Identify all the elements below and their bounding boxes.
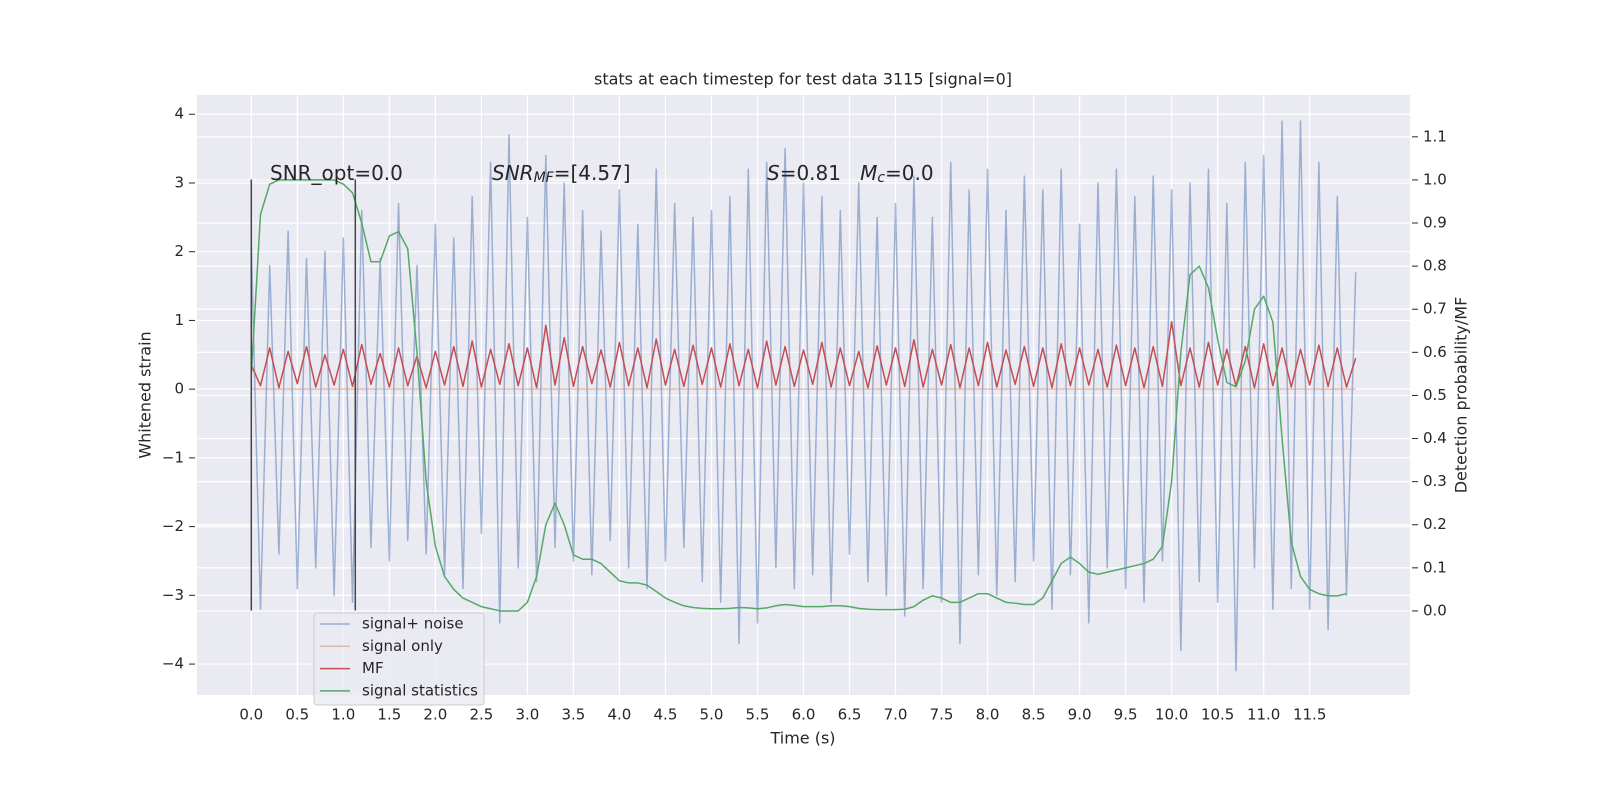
y-tick-label: −4 bbox=[162, 655, 184, 673]
x-tick-label: 4.0 bbox=[608, 706, 632, 724]
x-tick-label: 11.0 bbox=[1247, 706, 1280, 724]
annotation-part: =0.81 bbox=[780, 161, 860, 185]
y-tick-label: −3 bbox=[162, 586, 184, 604]
legend-box bbox=[313, 612, 485, 706]
annotation-part: MF bbox=[534, 170, 555, 186]
x-tick-label: 2.0 bbox=[423, 706, 447, 724]
y2-tick-label: 0.6 bbox=[1423, 343, 1447, 361]
annotation-part: SNR bbox=[492, 161, 534, 185]
annotation-part: SNR_opt=0.0 bbox=[270, 161, 403, 185]
series-line bbox=[250, 120, 1357, 672]
y-tick-label: 0 bbox=[174, 380, 184, 398]
x-tick-label: 10.0 bbox=[1155, 706, 1188, 724]
x-tick-label: 9.0 bbox=[1068, 706, 1092, 724]
x-tick-label: 6.0 bbox=[792, 706, 816, 724]
x-tick-label: 1.5 bbox=[377, 706, 401, 724]
series-line bbox=[250, 179, 1347, 612]
x-tick-label: 7.0 bbox=[884, 706, 908, 724]
chart-title: stats at each timestep for test data 311… bbox=[594, 70, 1012, 89]
y2-axis-label: Detection probability/MF bbox=[1452, 297, 1471, 494]
x-tick-label: 8.5 bbox=[1022, 706, 1046, 724]
y-tick-label: −2 bbox=[162, 517, 184, 535]
x-tick-label: 2.5 bbox=[469, 706, 493, 724]
annotation-part: =[4.57] bbox=[554, 161, 631, 185]
x-tick-label: 0.0 bbox=[239, 706, 263, 724]
y-tick-label: −1 bbox=[162, 448, 184, 466]
annotation-part: S bbox=[767, 161, 780, 185]
legend-label: MF bbox=[362, 659, 384, 677]
x-tick-label: 5.0 bbox=[700, 706, 724, 724]
y2-tick-label: 0.4 bbox=[1423, 429, 1447, 447]
y-tick-label: 3 bbox=[174, 173, 184, 191]
legend-label: signal only bbox=[362, 637, 443, 655]
y2-tick-label: 0.8 bbox=[1423, 257, 1447, 275]
x-axis-label: Time (s) bbox=[769, 729, 835, 748]
y-tick-label: 1 bbox=[174, 311, 184, 329]
x-tick-label: 10.5 bbox=[1201, 706, 1234, 724]
x-tick-label: 6.5 bbox=[838, 706, 862, 724]
x-tick-label: 9.5 bbox=[1114, 706, 1138, 724]
x-tick-label: 0.5 bbox=[285, 706, 309, 724]
y2-tick-label: 1.1 bbox=[1423, 127, 1447, 145]
x-tick-label: 7.5 bbox=[930, 706, 954, 724]
annotation: SNRMF=[4.57] bbox=[492, 161, 631, 187]
series-line bbox=[250, 321, 1357, 389]
legend-label: signal statistics bbox=[362, 681, 478, 699]
y2-tick-label: 0.7 bbox=[1423, 300, 1447, 318]
y2-tick-label: 0.9 bbox=[1423, 214, 1447, 232]
y-tick-label: 4 bbox=[174, 105, 184, 123]
annotation-part: M bbox=[860, 161, 877, 185]
y2-tick-label: 1.0 bbox=[1423, 170, 1447, 188]
x-tick-label: 4.5 bbox=[654, 706, 678, 724]
x-tick-label: 11.5 bbox=[1293, 706, 1326, 724]
x-tick-label: 3.5 bbox=[561, 706, 585, 724]
y-axis-label: Whitened strain bbox=[136, 331, 155, 458]
y-tick-label: 2 bbox=[174, 242, 184, 260]
x-tick-label: 1.0 bbox=[331, 706, 355, 724]
y2-tick-label: 0.1 bbox=[1423, 558, 1447, 576]
legend-label: signal+ noise bbox=[362, 615, 464, 633]
y2-tick-label: 0.0 bbox=[1423, 601, 1447, 619]
x-tick-label: 5.5 bbox=[746, 706, 770, 724]
y2-tick-label: 0.3 bbox=[1423, 472, 1447, 490]
y2-tick-label: 0.5 bbox=[1423, 386, 1447, 404]
y2-tick-label: 0.2 bbox=[1423, 515, 1447, 533]
annotation-part: c bbox=[877, 170, 885, 186]
annotation-part: =0.0 bbox=[885, 161, 934, 185]
annotation: S=0.81 Mc=0.0 bbox=[767, 161, 934, 187]
x-tick-label: 8.0 bbox=[976, 706, 1000, 724]
x-tick-label: 3.0 bbox=[515, 706, 539, 724]
annotation: SNR_opt=0.0 bbox=[270, 161, 403, 185]
